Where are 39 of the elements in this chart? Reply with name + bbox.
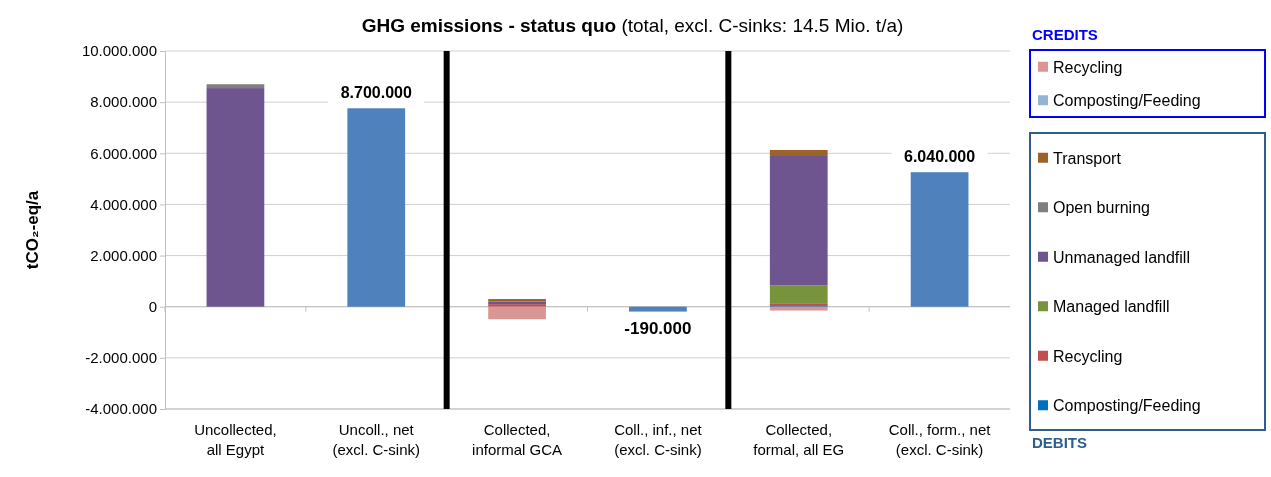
bar xyxy=(769,155,828,286)
bar xyxy=(769,285,828,304)
y-tick-label: 0 xyxy=(148,298,157,316)
x-tick-label: Uncollected, all Egypt xyxy=(194,421,277,458)
x-tick-label: Coll., inf., net (excl. C-sink) xyxy=(614,421,703,458)
y-tick-label: 2.000.000 xyxy=(90,246,157,264)
bar xyxy=(910,172,969,307)
y-tick-label: 10.000.000 xyxy=(81,42,157,60)
x-tick-label: Coll., form., net (excl. C-sink) xyxy=(888,421,992,458)
bar xyxy=(488,306,546,320)
y-tick-label: 6.000.000 xyxy=(90,144,157,162)
bar xyxy=(769,306,828,311)
text: CREDITS xyxy=(1032,26,1098,43)
legend-label: Open burning xyxy=(1053,199,1150,217)
text: DEBITS xyxy=(1032,434,1088,451)
bar xyxy=(347,108,406,307)
data-label: -190.000 xyxy=(624,318,692,338)
y-tick-label: -2.000.000 xyxy=(85,349,157,367)
annotation: 6.040.000 xyxy=(903,148,976,165)
legend-label: Recycling xyxy=(1053,347,1123,365)
x-tick-label: Collected, formal, all EG xyxy=(753,421,845,458)
x-tick-label: Uncoll., net (excl. C-sink) xyxy=(332,421,421,458)
legend-label: Unmanaged landfill xyxy=(1053,248,1190,266)
x-tick-label: Collected, informal GCA xyxy=(472,421,563,458)
annotation: 8.700.000 xyxy=(340,84,412,101)
y-tick-label: 8.000.000 xyxy=(90,93,157,111)
legend-label: Managed landfill xyxy=(1053,298,1170,316)
legend-label: Transport xyxy=(1053,149,1122,167)
bar xyxy=(206,84,265,89)
legend-label: Recycling xyxy=(1053,58,1123,76)
legend-label: Composting/Feeding xyxy=(1053,92,1201,110)
bar xyxy=(629,306,687,312)
y-tick-label: 4.000.000 xyxy=(90,195,157,213)
y-axis-title: tCO₂-eq/a xyxy=(23,190,42,270)
bar xyxy=(769,149,828,156)
legend-label: Composting/Feeding xyxy=(1053,397,1201,415)
chart-title: GHG emissions - status quo (total, excl. C-sinks: 14.5 Mio. t/a) xyxy=(361,15,904,36)
bar xyxy=(206,88,265,307)
y-tick-label: -4.000.000 xyxy=(85,400,157,418)
